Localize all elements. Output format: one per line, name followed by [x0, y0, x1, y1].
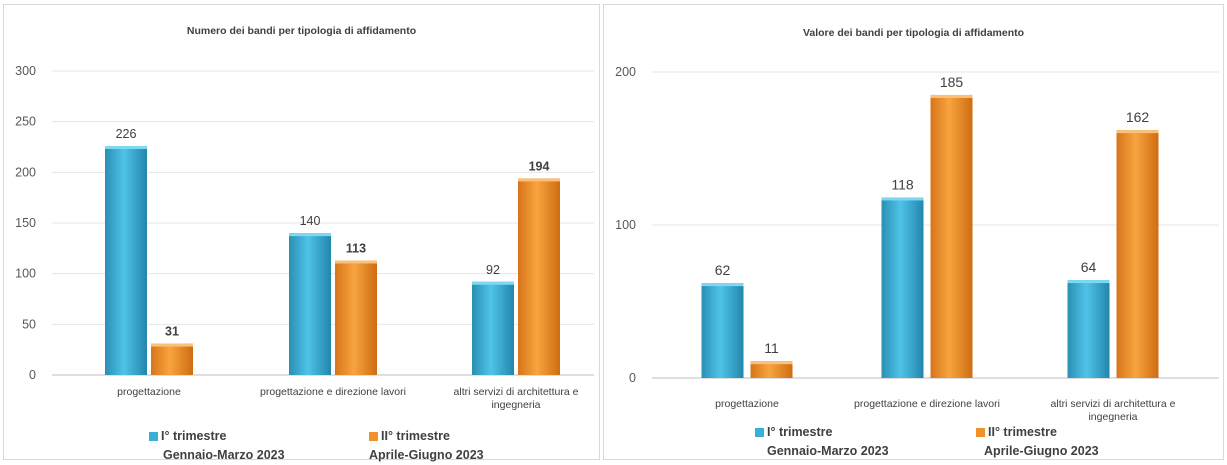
bar-series-1 — [1067, 280, 1110, 378]
y-tick-label: 250 — [15, 115, 36, 129]
y-tick-label: 50 — [22, 317, 36, 331]
bar-top-highlight — [105, 145, 147, 149]
data-label: 62 — [715, 262, 731, 278]
bar-top-highlight — [1116, 130, 1159, 134]
bar-series-2 — [930, 94, 973, 378]
bar-top-highlight — [151, 343, 193, 347]
data-label: 113 — [346, 241, 366, 255]
chart-panel-valore: Valore dei bandi per tipologia di affida… — [603, 4, 1224, 460]
data-label: 64 — [1081, 259, 1097, 275]
data-label: 31 — [165, 325, 179, 339]
bar-series-2 — [335, 260, 377, 375]
bar-top-highlight — [930, 94, 973, 98]
y-tick-label: 100 — [15, 267, 36, 281]
legend-series-name: II° trimestre — [988, 425, 1057, 439]
data-label: 140 — [300, 214, 321, 228]
y-tick-label: 150 — [15, 216, 36, 230]
legend-series-period: Aprile-Giugno 2023 — [984, 444, 1099, 458]
chart-title: Numero dei bandi per tipologia di affida… — [186, 25, 417, 37]
bar-series-1 — [472, 281, 514, 375]
data-label: 118 — [891, 176, 914, 192]
bar-top-highlight — [289, 233, 331, 237]
bar-series-1 — [701, 283, 744, 378]
y-tick-label: 300 — [15, 64, 36, 78]
bar-chart-valore: 0 100 200 62 118 64 11 185 162 progettazione proge… — [615, 65, 1219, 423]
legend-series-period: Gennaio-Marzo 2023 — [163, 448, 285, 462]
bar-top-highlight — [750, 361, 793, 365]
bar-series-1 — [289, 233, 331, 375]
bar-chart-numero: 0 50 100 150 200 250 300 226 140 92 31 113 194 proget… — [15, 64, 594, 411]
bar-top-highlight — [472, 281, 514, 285]
bar-top-highlight — [1067, 280, 1110, 284]
y-tick-label: 200 — [615, 65, 636, 79]
data-label: 11 — [764, 340, 779, 356]
bar-series-1 — [881, 197, 924, 378]
bar-series-2 — [518, 178, 560, 375]
x-category-label: altri servizi di architettura e ingegneri… — [1051, 398, 1176, 423]
bar-top-highlight — [701, 283, 744, 287]
bar-top-highlight — [881, 197, 924, 201]
chart-panel-numero: Numero dei bandi per tipologia di affida… — [3, 4, 600, 462]
y-tick-label: 100 — [615, 218, 636, 232]
x-category-label: progettazione — [715, 398, 779, 410]
legend-swatch-icon — [976, 428, 985, 437]
bar-series-2 — [1116, 130, 1159, 378]
legend-swatch-icon — [755, 428, 764, 437]
data-label: 226 — [116, 127, 137, 141]
legend-swatch-icon — [149, 432, 158, 441]
bar-series-2 — [750, 361, 793, 378]
y-tick-label: 0 — [29, 368, 36, 382]
x-category-label: progettazione e direzione lavori — [854, 398, 1000, 410]
legend-series-period: Aprile-Giugno 2023 — [369, 448, 484, 462]
x-category-label: progettazione — [117, 386, 181, 398]
bar-series-1 — [105, 145, 147, 375]
legend-series-1: I° trimestre Gennaio-Marzo 2023 — [149, 427, 285, 465]
legend-series-period: Gennaio-Marzo 2023 — [767, 444, 889, 458]
data-label: 162 — [1126, 109, 1150, 125]
legend-series-name: I° trimestre — [161, 429, 227, 443]
legend-swatch-icon — [369, 432, 378, 441]
bar-top-highlight — [518, 178, 560, 182]
legend-series-name: I° trimestre — [767, 425, 833, 439]
x-category-label: altri servizi di architettura e ingegneri… — [454, 386, 579, 411]
data-label: 185 — [940, 74, 964, 90]
legend-series-name: II° trimestre — [381, 429, 450, 443]
bar-series-2 — [151, 343, 193, 375]
x-category-label: progettazione e direzione lavori — [260, 386, 406, 398]
y-tick-label: 0 — [629, 371, 636, 385]
legend-series-2: II° trimestre Aprile-Giugno 2023 — [369, 427, 484, 465]
chart-title: Valore dei bandi per tipologia di affida… — [802, 27, 1025, 39]
legend-series-2: II° trimestre Aprile-Giugno 2023 — [976, 423, 1099, 461]
y-tick-label: 200 — [15, 165, 36, 179]
data-label: 194 — [529, 159, 550, 173]
legend-series-1: I° trimestre Gennaio-Marzo 2023 — [755, 423, 889, 461]
data-label: 92 — [486, 263, 500, 277]
bar-top-highlight — [335, 260, 377, 264]
